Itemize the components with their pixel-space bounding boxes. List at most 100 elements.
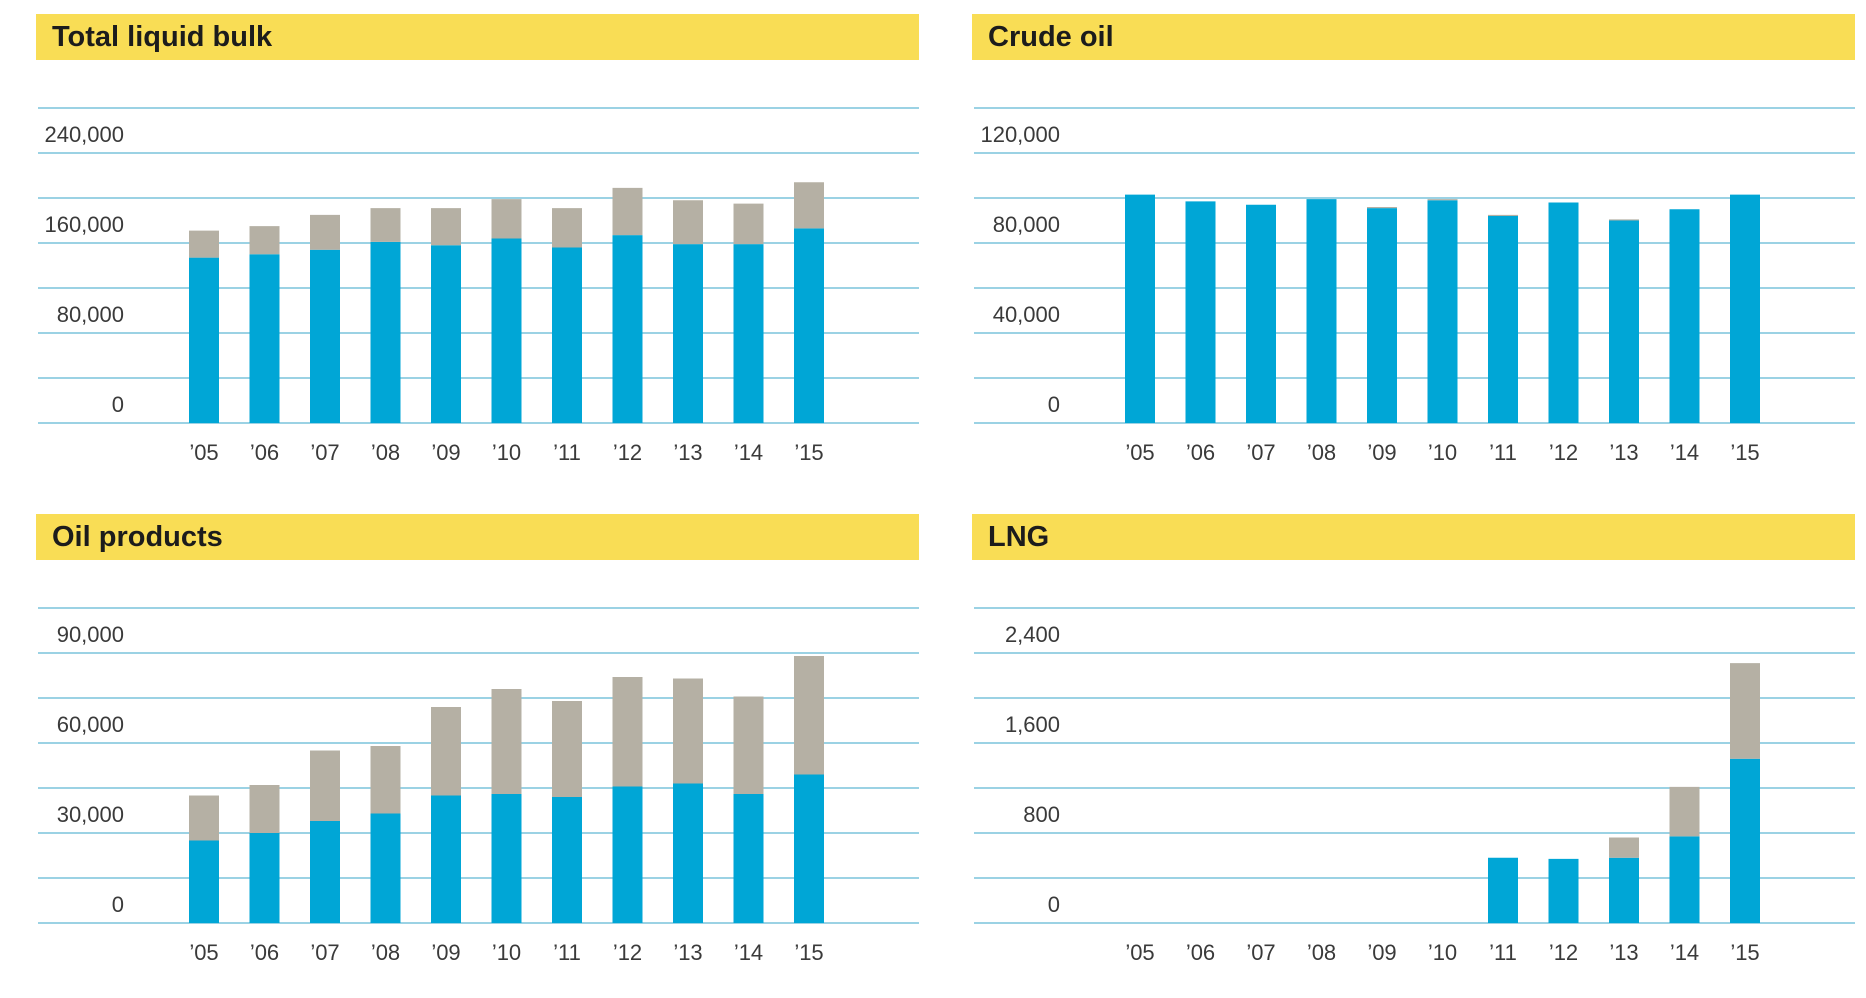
bar-segment (1609, 219, 1639, 221)
bar-segment (612, 235, 643, 423)
chart-title-bar: Crude oil (972, 14, 1855, 60)
bar-segment (1669, 786, 1700, 837)
x-tick-label: ’11 (1489, 940, 1517, 965)
bar-segment (794, 656, 824, 775)
bar-segment (249, 785, 280, 833)
bar-segment (189, 840, 219, 923)
x-tick-label: ’09 (431, 940, 460, 965)
bar-segment (794, 228, 824, 423)
x-tick-label: ’07 (310, 940, 339, 965)
x-tick-label: ’12 (1549, 940, 1578, 965)
y-tick-label: 0 (1048, 392, 1060, 417)
x-tick-label: ’10 (492, 440, 521, 465)
bar-segment (612, 677, 643, 787)
x-tick-label: ’14 (734, 940, 763, 965)
bar-segment (249, 254, 280, 423)
x-tick-label: ’09 (431, 440, 460, 465)
bar-segment (552, 247, 582, 423)
x-tick-label: ’06 (1186, 440, 1215, 465)
bar-segment (1548, 202, 1579, 423)
bar-segment (794, 774, 824, 923)
bar-segment (431, 208, 461, 246)
x-tick-label: ’12 (613, 440, 642, 465)
y-tick-label: 30,000 (57, 802, 124, 827)
bar-segment (370, 746, 401, 814)
bar-segment (673, 678, 703, 784)
chart-title-bar: Oil products (36, 514, 919, 560)
x-tick-label: ’10 (1428, 940, 1457, 965)
x-tick-label: ’15 (1730, 440, 1759, 465)
x-tick-label: ’14 (1670, 440, 1699, 465)
bar-segment (673, 200, 703, 245)
bar-segment (491, 689, 522, 794)
chart-title: Total liquid bulk (52, 21, 273, 53)
bar-segment (1185, 201, 1216, 423)
x-tick-label: ’09 (1367, 440, 1396, 465)
chart-plot: 0 800 1,600 2,400 ’05 ’06 ’07 ’08 ’09 ’10 ’11 ’12 ’1… (974, 607, 1855, 965)
bar-segment (189, 230, 219, 258)
x-tick-label: ’06 (250, 940, 279, 965)
bar-segment (1730, 194, 1760, 423)
bar-segment (1306, 199, 1337, 423)
bar-segment (733, 696, 764, 794)
bar-segment (1609, 837, 1639, 858)
y-tick-label: 1,600 (1005, 712, 1060, 737)
y-tick-label: 160,000 (44, 212, 124, 237)
bar-segment (552, 208, 582, 248)
bar-segment (491, 238, 522, 423)
x-tick-label: ’15 (794, 440, 823, 465)
bar-segment (552, 797, 582, 923)
bar-segment (310, 214, 340, 250)
x-tick-label: ’13 (1609, 440, 1638, 465)
chart-title: Crude oil (988, 21, 1114, 53)
bar-segment (1488, 216, 1518, 423)
x-tick-label: ’13 (673, 440, 702, 465)
bar-segment (673, 783, 703, 923)
y-tick-label: 80,000 (993, 212, 1060, 237)
y-tick-label: 40,000 (993, 302, 1060, 327)
chart-title: LNG (988, 521, 1050, 553)
bar-segment (310, 750, 340, 821)
bar-segment (673, 244, 703, 423)
bar-segment (1609, 857, 1639, 923)
chart-plot: 0 80,000 160,000 240,000 ’05 ’06 ’07 ’08 ’09 ’10 ’… (38, 107, 919, 465)
bar-segment (1669, 209, 1700, 423)
chart-title-bar: Total liquid bulk (36, 14, 919, 60)
y-tick-label: 800 (1023, 802, 1060, 827)
x-tick-label: ’13 (1609, 940, 1638, 965)
chart-lng: LNG 0 800 1,600 2,400 ’05 ’06 ’07 ’08 ’09 ’10 ’11 ’… (972, 514, 1855, 994)
x-tick-label: ’05 (1125, 940, 1154, 965)
x-tick-label: ’11 (1489, 440, 1517, 465)
chart-plot: 0 40,000 80,000 120,000 ’05 ’06 ’07 ’08 ’09 ’10 ’1… (974, 107, 1855, 465)
bar-segment (733, 794, 764, 923)
chart-oil-products: Oil products 0 30,000 60,000 90,000 ’05 ’06 ’0… (36, 514, 919, 994)
bar-segment (1125, 194, 1155, 423)
y-tick-label: 80,000 (57, 302, 124, 327)
x-tick-label: ’08 (1307, 440, 1336, 465)
bar-segment (733, 244, 764, 423)
x-tick-label: ’08 (371, 440, 400, 465)
bar-segment (370, 208, 401, 242)
y-tick-label: 0 (112, 892, 124, 917)
bar-segment (1548, 858, 1579, 923)
bar-segment (189, 257, 219, 423)
chart-crude-oil: Crude oil 0 40,000 80,000 120,000 ’05 ’06 ’07 ’… (972, 14, 1855, 494)
y-tick-label: 2,400 (1005, 622, 1060, 647)
bar-segment (370, 813, 401, 923)
x-tick-label: ’11 (553, 940, 581, 965)
bar-segment (431, 795, 461, 923)
x-tick-label: ’12 (1549, 440, 1578, 465)
y-tick-label: 120,000 (980, 122, 1060, 147)
x-tick-label: ’13 (673, 940, 702, 965)
bar-segment (1488, 857, 1518, 923)
x-tick-label: ’09 (1367, 940, 1396, 965)
bar-segment (1730, 663, 1760, 759)
y-tick-label: 90,000 (57, 622, 124, 647)
bar-segment (310, 821, 340, 923)
y-tick-label: 240,000 (44, 122, 124, 147)
bar-segment (612, 187, 643, 236)
bar-segment (1669, 836, 1700, 923)
x-tick-label: ’06 (250, 440, 279, 465)
bar-segment (1246, 204, 1276, 423)
x-tick-label: ’07 (1246, 940, 1275, 965)
